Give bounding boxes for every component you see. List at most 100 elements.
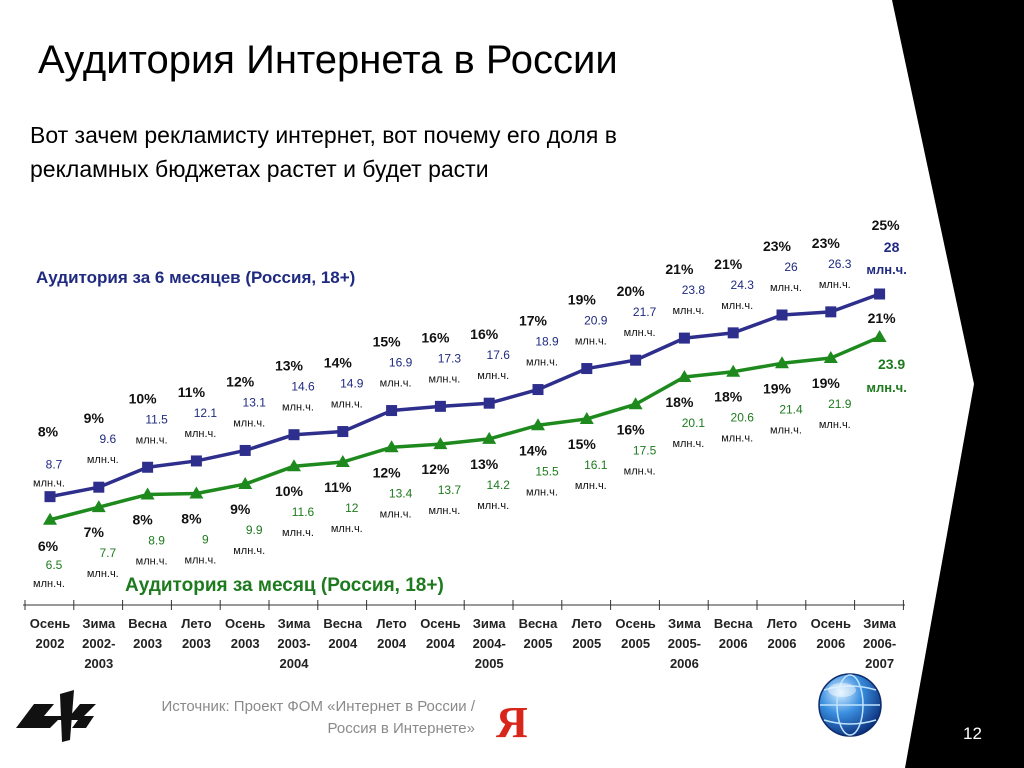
percent-label: 12% [226, 373, 255, 389]
x-tick-label: Весна [323, 616, 363, 631]
x-tick-label: 2003 [231, 636, 260, 651]
unit-label: млн.ч. [282, 402, 314, 414]
monthly-point [531, 418, 545, 431]
value-label: 17.5 [633, 443, 657, 457]
x-tick-label: 2003 [182, 636, 211, 651]
value-label: 13.1 [243, 395, 267, 409]
percent-label: 8% [181, 511, 202, 527]
unit-label: млн.ч. [866, 380, 907, 395]
value-label: 16.9 [389, 356, 413, 370]
unit-label: млн.ч. [819, 279, 851, 291]
monthly-point [726, 364, 741, 377]
unit-label: млн.ч. [282, 527, 314, 539]
value-label: 17.3 [438, 351, 462, 365]
unit-label: млн.ч. [331, 399, 363, 411]
unit-label: млн.ч. [380, 508, 412, 520]
percent-label: 8% [38, 424, 59, 440]
x-tick-label: Лето [572, 616, 602, 631]
x-tick-label: 2004 [377, 636, 407, 651]
x-tick-label: 2006 [816, 636, 845, 651]
percent-label: 16% [421, 329, 450, 345]
x-tick-label: Осень [420, 616, 460, 631]
x-tick-label: Зима [473, 616, 507, 631]
x-tick-label: Лето [181, 616, 211, 631]
x-tick-label: 2002 [36, 636, 65, 651]
value-label: 14.9 [340, 377, 364, 391]
x-tick-label: Весна [519, 616, 559, 631]
legend-monthly: Аудитория за месяц (Россия, 18+) [125, 575, 444, 596]
monthly-point [433, 437, 448, 450]
percent-label: 9% [230, 501, 251, 517]
unit-label: млн.ч. [331, 523, 363, 535]
x-tick-label: 2003 [84, 656, 113, 671]
monthly-point [91, 500, 106, 513]
percent-label: 13% [275, 358, 304, 374]
percent-label: 20% [617, 283, 646, 299]
value-label: 8.7 [46, 458, 63, 472]
six-month-point [678, 332, 690, 344]
unit-label: млн.ч. [770, 424, 802, 436]
percent-label: 21% [714, 256, 743, 272]
percent-label: 14% [324, 355, 353, 371]
value-label: 14.6 [291, 380, 315, 394]
value-label: 20.1 [682, 416, 706, 430]
percent-label: 13% [470, 456, 499, 472]
monthly-point [189, 486, 204, 499]
value-label: 17.6 [487, 348, 511, 362]
unit-label: млн.ч. [233, 545, 265, 557]
x-tick-label: 2006 [719, 636, 748, 651]
monthly-point [775, 356, 789, 369]
slide-subtitle: Вот зачем рекламисту интернет, вот почем… [30, 122, 617, 182]
percent-label: 11% [178, 384, 206, 400]
value-label: 9.6 [99, 432, 116, 446]
value-label: 20.6 [731, 411, 755, 425]
globe-icon [818, 673, 882, 737]
value-label: 28 [884, 239, 900, 255]
unit-label: млн.ч. [770, 282, 802, 294]
value-label: 14.2 [487, 478, 511, 492]
value-label: 13.7 [438, 483, 462, 497]
value-label: 15.5 [535, 464, 559, 478]
legend-six-month: Аудитория за 6 месяцев (Россия, 18+) [36, 268, 355, 287]
unit-label: млн.ч. [575, 480, 607, 492]
monthly-point [677, 369, 692, 382]
fom-logo [16, 690, 96, 742]
six-month-point [44, 491, 56, 503]
percent-label: 15% [568, 436, 597, 452]
x-tick-label: 2007 [865, 656, 894, 671]
six-month-point [825, 306, 837, 318]
six-month-point [288, 429, 300, 441]
unit-label: млн.ч. [184, 428, 216, 440]
percent-label: 6% [38, 538, 59, 554]
percent-label: 21% [868, 310, 897, 326]
percent-label: 11% [324, 479, 352, 495]
unit-label: млн.ч. [136, 556, 168, 568]
percent-label: 19% [763, 380, 792, 396]
value-label: 12 [345, 501, 359, 515]
series-lines [43, 288, 887, 525]
value-label: 11.6 [292, 505, 315, 519]
six-month-series-line [49, 292, 881, 499]
x-tick-label: 2002- [82, 636, 115, 651]
six-month-point [532, 384, 544, 396]
x-tick-label: 2005 [524, 636, 553, 651]
x-tick-label: 2004 [280, 656, 310, 671]
unit-label: млн.ч. [33, 478, 65, 490]
monthly-point [872, 330, 887, 343]
unit-label: млн.ч. [477, 370, 509, 382]
percent-label: 12% [421, 461, 450, 477]
slide-number: 12 [963, 724, 982, 743]
percent-label: 23% [763, 238, 792, 254]
monthly-point [43, 512, 57, 525]
source-note: Источник: Проект ФОМ «Интернет в России … [161, 698, 475, 737]
percent-label: 14% [519, 442, 548, 458]
x-tick-label: 2005 [572, 636, 601, 651]
monthly-point [628, 397, 643, 410]
six-month-point [386, 405, 398, 417]
x-tick-label: 2004 [328, 636, 358, 651]
monthly-point [384, 440, 399, 453]
unit-label: млн.ч. [87, 454, 119, 466]
percent-label: 21% [665, 261, 694, 277]
monthly-point [335, 455, 350, 467]
